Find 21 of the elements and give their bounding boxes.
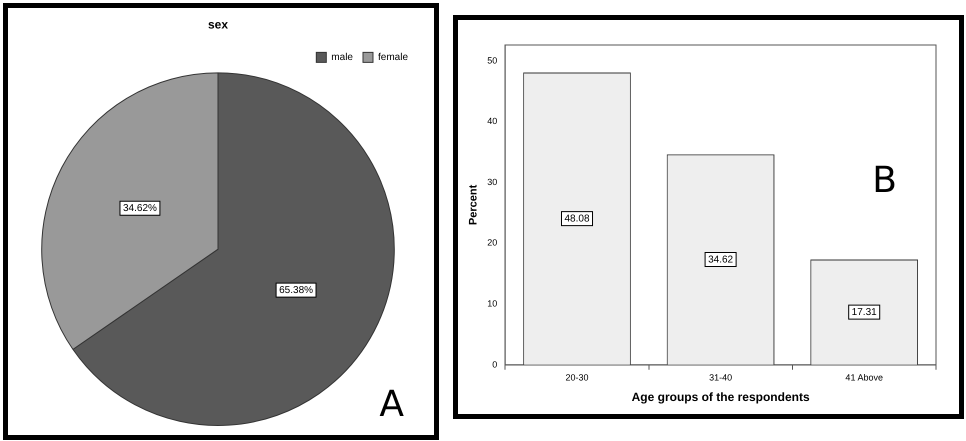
y-tick-label: 0 <box>492 359 498 370</box>
legend-label: male <box>331 52 354 64</box>
legend-label: female <box>378 52 408 64</box>
data-label: 48.08 <box>564 213 590 224</box>
y-tick-label: 50 <box>487 55 498 66</box>
y-axis-title: Percent <box>468 184 480 226</box>
y-tick-label: 40 <box>487 116 498 126</box>
y-tick-label: 30 <box>487 176 498 187</box>
text: A <box>379 384 404 425</box>
x-tick-label: 41 Above <box>845 372 883 383</box>
data-label: 17.31 <box>852 306 878 318</box>
x-axis-title: Age groups of the respondents <box>632 390 810 404</box>
data-label: 34.62 <box>708 254 734 266</box>
x-tick-label: 31-40 <box>709 372 732 383</box>
y-tick-label: 10 <box>487 298 498 308</box>
chart-title: sex <box>208 18 228 32</box>
x-tick-label: 20-30 <box>565 372 589 383</box>
data-label: 65.38% <box>279 284 314 296</box>
annotation: B <box>872 160 897 201</box>
data-label: 34.62% <box>122 202 158 214</box>
y-tick-label: 20 <box>487 238 498 248</box>
